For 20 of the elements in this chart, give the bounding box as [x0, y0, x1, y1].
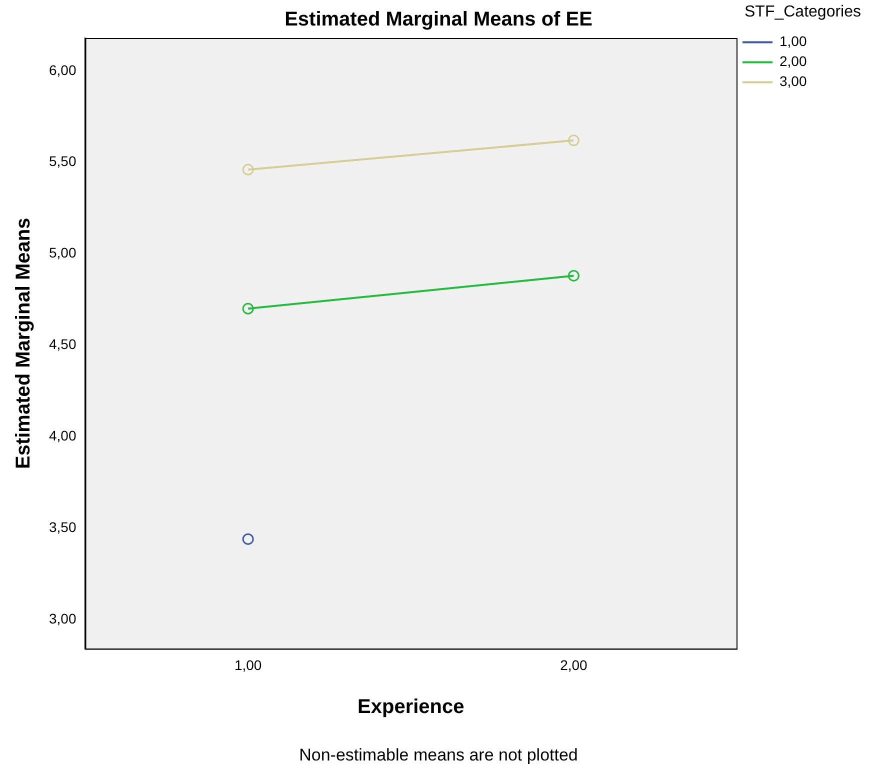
point — [568, 134, 580, 146]
y-tick-label: 6,00 — [49, 62, 76, 78]
legend-label: 3,00 — [780, 73, 807, 90]
legend-title: STF_Categories — [744, 3, 862, 20]
chart-title: Estimated Marginal Means of EE — [284, 8, 592, 31]
x-axis-title: Experience — [358, 696, 464, 718]
y-tick-label: 3,00 — [49, 610, 76, 626]
point — [568, 270, 580, 282]
y-tick-label: 3,50 — [49, 518, 76, 535]
legend-label: 2,00 — [780, 53, 807, 70]
y-tick-label: 4,00 — [49, 428, 76, 444]
point — [242, 533, 254, 545]
legend-label: 1,00 — [780, 33, 807, 50]
y-tick-label: 4,50 — [49, 336, 76, 352]
point — [242, 164, 254, 176]
y-axis-title: Estimated Marginal Means — [12, 218, 35, 469]
y-tick-label: 5,50 — [49, 153, 76, 170]
y-tick-label: 5,00 — [49, 244, 76, 261]
point — [242, 302, 254, 314]
text: Non-estimable means are not plotted — [299, 745, 578, 764]
